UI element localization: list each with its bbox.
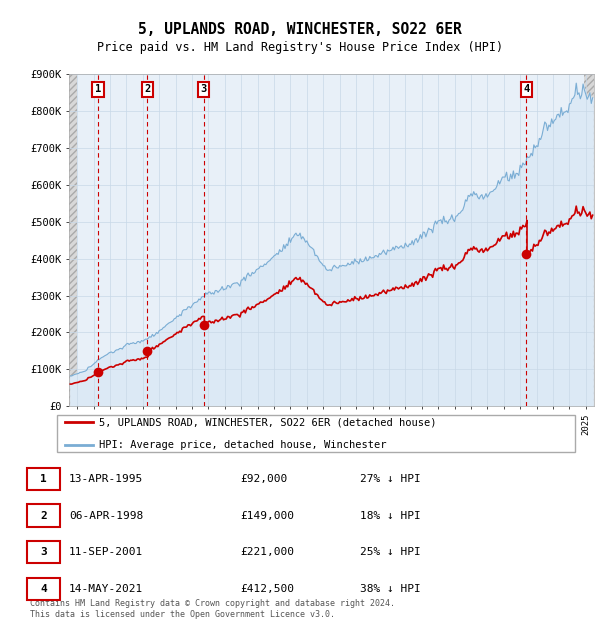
Text: Price paid vs. HM Land Registry's House Price Index (HPI): Price paid vs. HM Land Registry's House … bbox=[97, 41, 503, 53]
Text: 5, UPLANDS ROAD, WINCHESTER, SO22 6ER: 5, UPLANDS ROAD, WINCHESTER, SO22 6ER bbox=[138, 22, 462, 37]
Text: 14-MAY-2021: 14-MAY-2021 bbox=[69, 583, 143, 594]
Text: 18% ↓ HPI: 18% ↓ HPI bbox=[360, 510, 421, 521]
FancyBboxPatch shape bbox=[56, 415, 575, 452]
Text: 4: 4 bbox=[40, 583, 47, 594]
Text: 27% ↓ HPI: 27% ↓ HPI bbox=[360, 474, 421, 484]
Text: £412,500: £412,500 bbox=[240, 583, 294, 594]
Text: 4: 4 bbox=[523, 84, 529, 94]
Text: 38% ↓ HPI: 38% ↓ HPI bbox=[360, 583, 421, 594]
Text: 06-APR-1998: 06-APR-1998 bbox=[69, 510, 143, 521]
Text: 1: 1 bbox=[40, 474, 47, 484]
Text: Contains HM Land Registry data © Crown copyright and database right 2024.
This d: Contains HM Land Registry data © Crown c… bbox=[30, 599, 395, 619]
Text: £149,000: £149,000 bbox=[240, 510, 294, 521]
Text: 2: 2 bbox=[40, 510, 47, 521]
Text: £92,000: £92,000 bbox=[240, 474, 287, 484]
Text: 3: 3 bbox=[200, 84, 206, 94]
Text: 25% ↓ HPI: 25% ↓ HPI bbox=[360, 547, 421, 557]
Text: £221,000: £221,000 bbox=[240, 547, 294, 557]
Text: 3: 3 bbox=[40, 547, 47, 557]
Text: 1: 1 bbox=[95, 84, 101, 94]
Text: 11-SEP-2001: 11-SEP-2001 bbox=[69, 547, 143, 557]
Bar bbox=[69, 74, 77, 406]
Text: 5, UPLANDS ROAD, WINCHESTER, SO22 6ER (detached house): 5, UPLANDS ROAD, WINCHESTER, SO22 6ER (d… bbox=[98, 417, 436, 427]
Text: 2: 2 bbox=[144, 84, 151, 94]
Bar bbox=[584, 74, 594, 406]
Text: HPI: Average price, detached house, Winchester: HPI: Average price, detached house, Winc… bbox=[98, 440, 386, 450]
Text: 13-APR-1995: 13-APR-1995 bbox=[69, 474, 143, 484]
